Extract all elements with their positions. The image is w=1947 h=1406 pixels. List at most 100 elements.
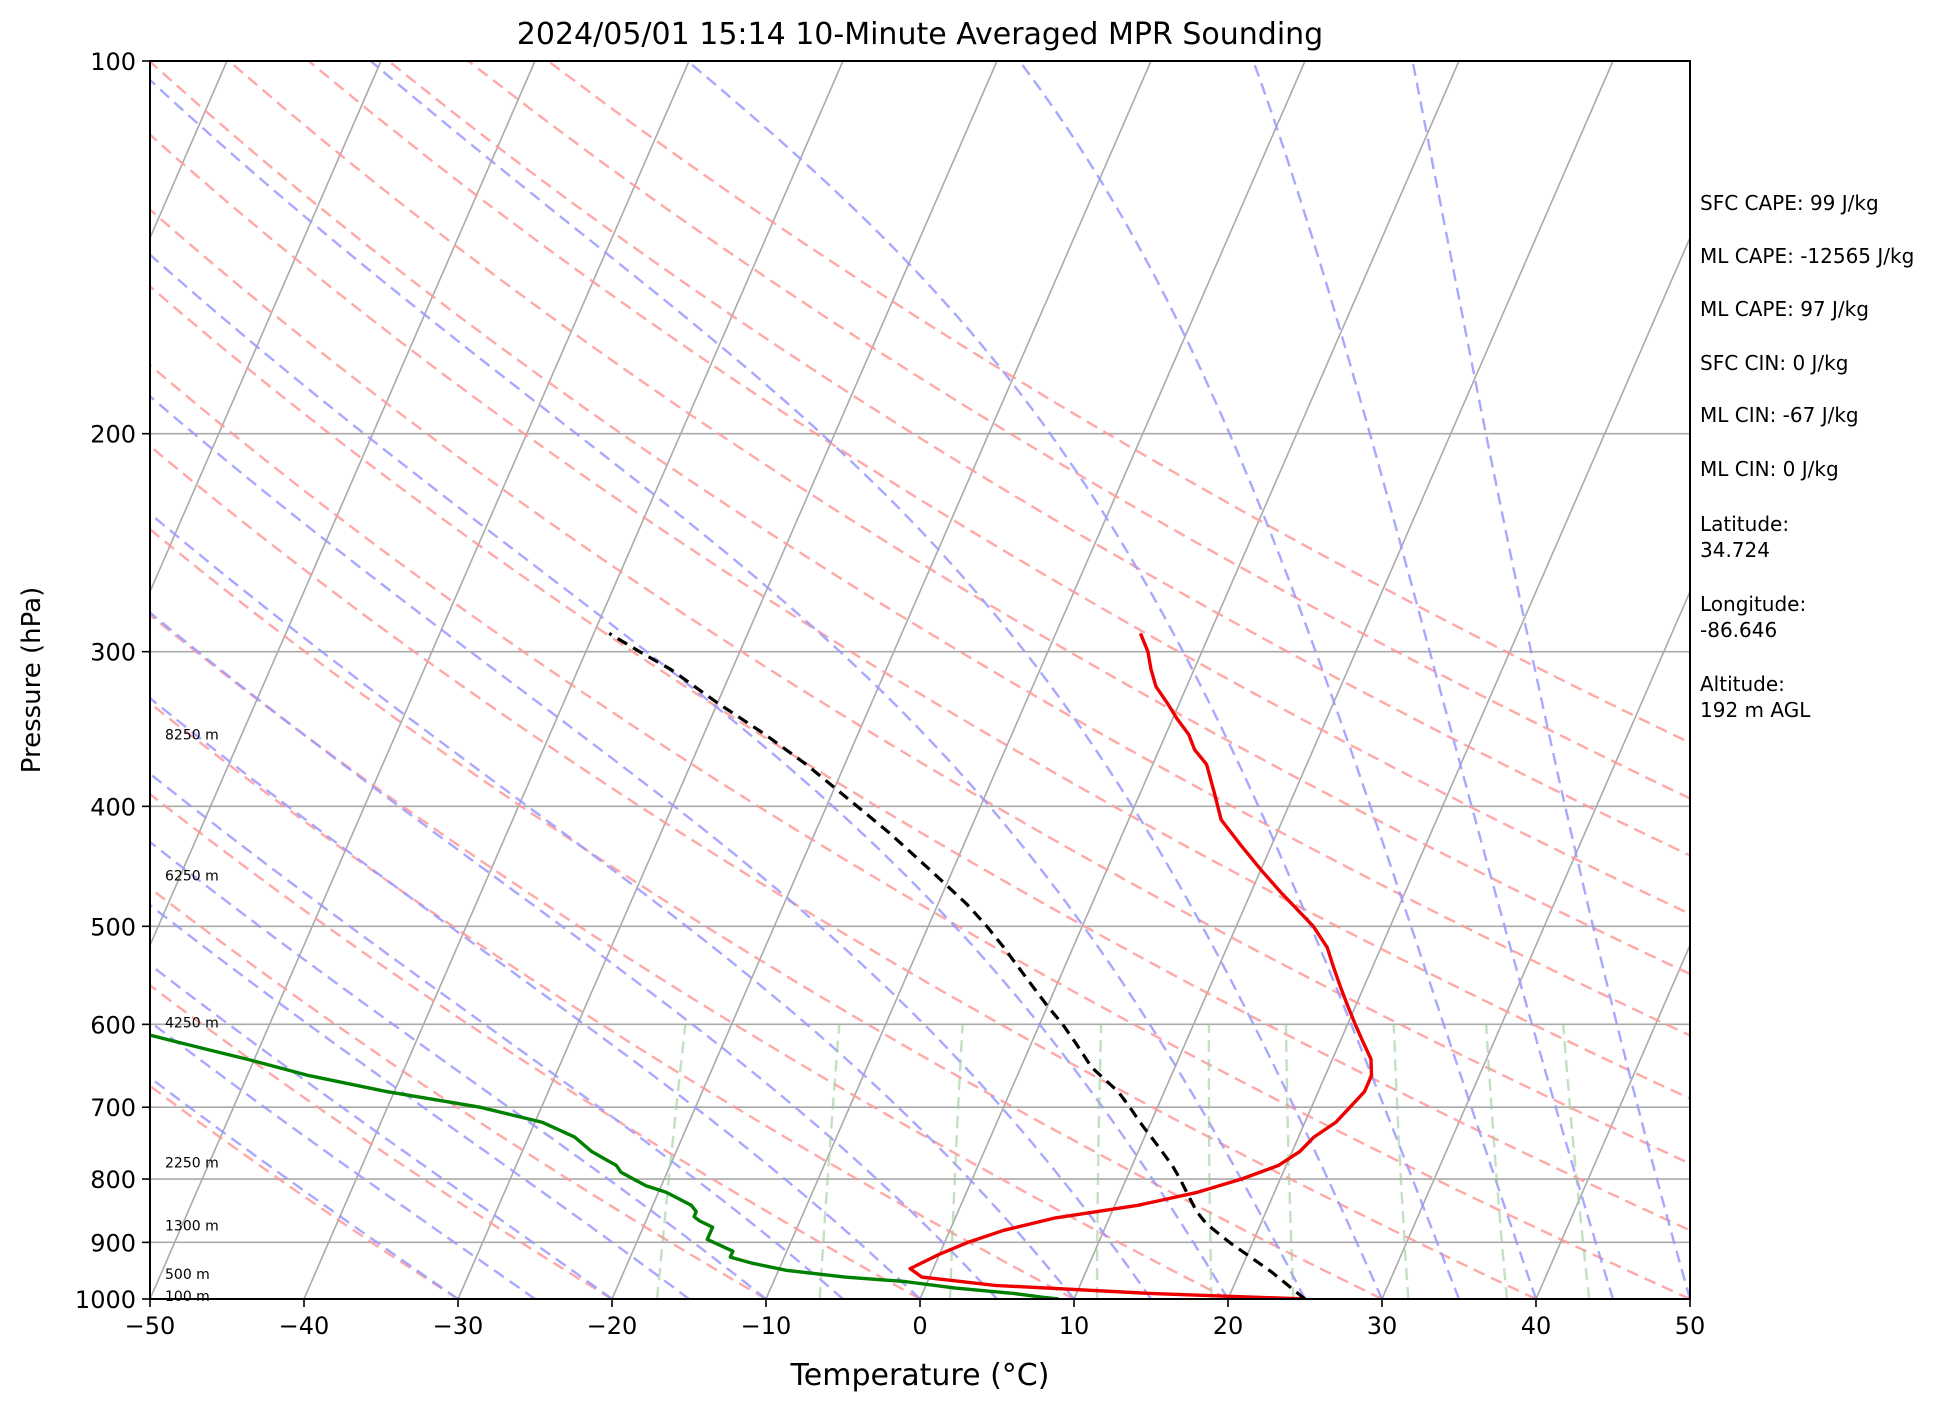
height-label: 4250 m	[165, 1016, 219, 1032]
moist-adiabat-line	[150, 511, 1075, 1299]
dry-adiabat-line	[307, 61, 1690, 916]
mixing-ratio-line	[818, 1024, 841, 1299]
moist-adiabat-line	[150, 611, 998, 1299]
mixing-ratio-line	[1392, 1024, 1410, 1299]
dry-adiabat-line	[547, 61, 1690, 745]
height-label: 2250 m	[165, 1156, 219, 1172]
x-tick-label: 0	[912, 1312, 927, 1340]
x-axis-label: Temperature (°C)	[790, 1358, 1050, 1393]
height-label: 6250 m	[165, 869, 219, 885]
moist-adiabat-line	[150, 1020, 536, 1299]
height-label: 1300 m	[165, 1218, 219, 1234]
x-axis: −50 −40 −30 −20 −10 0 10 20 30 40 50	[125, 1299, 1706, 1340]
dry-adiabat-line	[150, 132, 1690, 1100]
stats-annotations: SFC CAPE: 99 J/kg ML CAPE: -12565 J/kg ML …	[1700, 191, 1914, 722]
y-tick-label: 600	[90, 1011, 136, 1039]
mixing-ratio-line	[1485, 1024, 1509, 1299]
dry-adiabat-line	[150, 613, 1229, 1299]
dry-adiabat-line	[150, 886, 767, 1299]
moist-adiabat-line	[150, 253, 1230, 1299]
reference-lines	[150, 61, 1690, 1299]
y-tick-label: 400	[90, 793, 136, 821]
mixing-ratio-line	[1284, 1024, 1295, 1299]
moist-adiabat-line	[150, 840, 767, 1299]
isotherm-line	[150, 61, 382, 594]
x-tick-label: −50	[125, 1312, 176, 1340]
parcel-profile-line	[608, 632, 1307, 1299]
y-axis-label: Pressure (hPa)	[17, 587, 47, 774]
mixing-ratio-line	[948, 1024, 964, 1299]
moist-adiabat-line	[369, 61, 1384, 1299]
y-tick-label: 900	[90, 1229, 136, 1257]
moist-adiabat-line	[150, 696, 921, 1299]
height-label: 500 m	[165, 1267, 210, 1283]
isotherm-line	[919, 61, 1460, 1299]
stat-annotation: ML CAPE: 97 J/kg	[1700, 297, 1869, 321]
moist-adiabat-line	[150, 772, 844, 1299]
x-tick-label: −30	[433, 1312, 484, 1340]
y-tick-label: 100	[90, 48, 136, 76]
x-tick-label: 20	[1213, 1312, 1244, 1340]
isotherm-line	[150, 61, 536, 948]
isotherm-line	[1073, 61, 1614, 1299]
isotherm-line	[1535, 943, 1690, 1299]
dry-adiabat-line	[150, 61, 1690, 1037]
dry-adiabat-line	[150, 208, 1690, 1165]
dry-adiabat-line	[150, 701, 1075, 1299]
moist-adiabat-line	[150, 78, 1307, 1299]
mixing-ratio-line	[655, 1024, 687, 1299]
dry-adiabat-line	[467, 61, 1690, 800]
x-tick-label: 50	[1675, 1312, 1706, 1340]
stat-annotation: Altitude: 192 m AGL	[1700, 672, 1811, 722]
x-tick-label: 40	[1521, 1312, 1552, 1340]
temperature-line	[908, 632, 1374, 1299]
moist-adiabat-line	[686, 61, 1461, 1299]
y-axis: 1000 900 800 700 600 500 400 300 200 100	[75, 48, 150, 1314]
dry-adiabat-line	[150, 444, 1537, 1299]
isotherm-line	[1227, 235, 1690, 1299]
mixing-ratio-line	[1095, 1024, 1103, 1299]
isotherm-line	[1381, 589, 1690, 1299]
y-tick-label: 300	[90, 639, 136, 667]
y-tick-label: 500	[90, 913, 136, 941]
isotherm-line	[765, 61, 1306, 1299]
dry-adiabat-line	[150, 527, 1383, 1299]
x-tick-label: 30	[1367, 1312, 1398, 1340]
sounding-series	[150, 632, 1374, 1299]
stat-annotation: SFC CAPE: 99 J/kg	[1700, 191, 1879, 215]
y-tick-label: 800	[90, 1166, 136, 1194]
dry-adiabat-line	[150, 792, 921, 1299]
height-label: 8250 m	[165, 728, 219, 744]
x-tick-label: −40	[279, 1312, 330, 1340]
isotherm-line	[611, 61, 1152, 1299]
y-tick-label: 700	[90, 1094, 136, 1122]
x-tick-label: 10	[1059, 1312, 1090, 1340]
y-tick-label: 1000	[75, 1286, 136, 1314]
stat-annotation: ML CAPE: -12565 J/kg	[1700, 244, 1914, 268]
x-tick-label: −10	[741, 1312, 792, 1340]
y-tick-label: 200	[90, 421, 136, 449]
moist-adiabat-line	[1411, 61, 1690, 1299]
isotherm-line	[150, 61, 690, 1299]
moist-adiabat-line	[150, 394, 1152, 1299]
dry-adiabat-line	[150, 1084, 459, 1299]
dewpoint-line	[150, 1033, 1059, 1299]
moist-adiabat-line	[1252, 61, 1615, 1299]
dry-adiabat-line	[150, 284, 1690, 1232]
mixing-ratio-line	[1562, 1024, 1591, 1299]
x-tick-label: −20	[587, 1312, 638, 1340]
stat-annotation: Longitude: -86.646	[1700, 592, 1806, 642]
stat-annotation: SFC CIN: 0 J/kg	[1700, 351, 1848, 375]
height-labels: 8250 m 6250 m 4250 m 2250 m 1300 m 500 m 100 m	[165, 728, 219, 1305]
stat-annotation: ML CIN: 0 J/kg	[1700, 457, 1839, 481]
isotherm-line	[457, 61, 998, 1299]
mixing-ratio-line	[1207, 1024, 1213, 1299]
stat-annotation: ML CIN: -67 J/kg	[1700, 403, 1859, 427]
height-label: 100 m	[165, 1289, 210, 1305]
moist-adiabat-line	[150, 1076, 459, 1299]
dry-adiabat-line	[150, 363, 1690, 1299]
chart-title: 2024/05/01 15:14 10-Minute Averaged MPR …	[517, 17, 1323, 52]
moist-adiabat-line	[1018, 61, 1538, 1299]
